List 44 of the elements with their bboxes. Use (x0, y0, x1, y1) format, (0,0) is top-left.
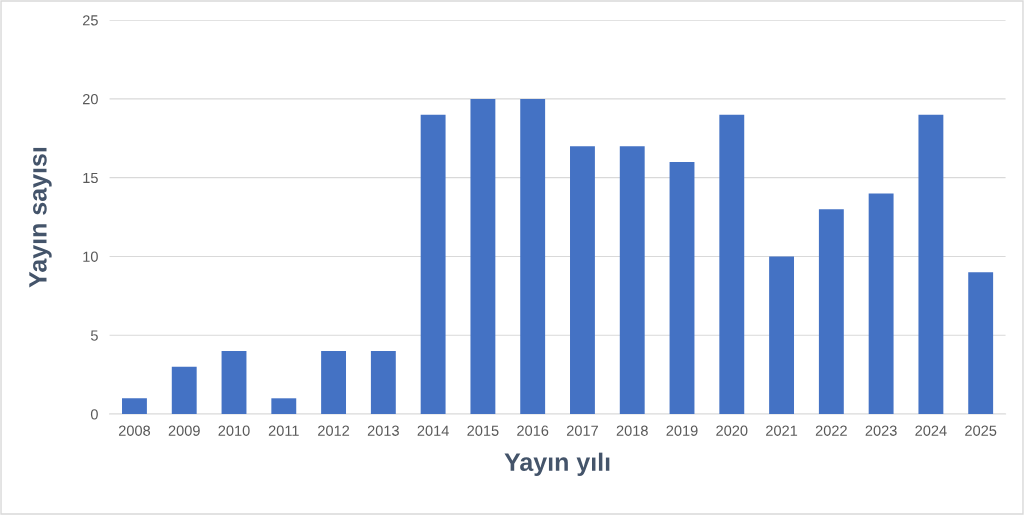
x-tick-label: 2015 (467, 425, 499, 436)
x-tick-label: 2020 (716, 425, 748, 436)
y-tick-label: 15 (83, 172, 98, 184)
x-tick-label: 2016 (517, 425, 549, 436)
x-tick-label: 2010 (218, 425, 250, 436)
x-tick-label: 2017 (566, 425, 598, 436)
bar (918, 114, 944, 415)
bar (669, 161, 695, 415)
x-tick-label: 2013 (367, 425, 399, 436)
x-tick-label: 2024 (915, 425, 947, 436)
x-tick-label: 2011 (268, 425, 299, 436)
x-axis-title: Yayın yılı (504, 452, 610, 476)
x-tick-label: 2008 (118, 425, 151, 436)
y-tick-label: 25 (82, 15, 98, 26)
y-tick-label: 0 (90, 409, 98, 420)
bar (271, 398, 297, 415)
bar (171, 366, 197, 415)
bar (968, 272, 994, 415)
bar (818, 209, 844, 415)
bar (221, 351, 247, 415)
bar (719, 114, 745, 415)
x-tick-label: 2023 (865, 425, 897, 436)
bar (122, 398, 147, 415)
x-tick-label: 2012 (318, 425, 350, 436)
x-tick-label: 2019 (666, 425, 698, 436)
x-tick-label: 2009 (168, 425, 200, 436)
x-tick-label: 2021 (766, 425, 798, 436)
y-tick-label: 10 (83, 251, 98, 262)
x-tick-label: 2014 (417, 425, 449, 436)
x-tick-label: 2022 (815, 425, 847, 436)
y-tick-label: 20 (82, 93, 98, 105)
y-tick-label: 5 (90, 330, 98, 341)
bar (769, 256, 795, 415)
bar (370, 351, 396, 415)
x-tick-label: 2018 (616, 425, 648, 436)
y-axis-title: Yayın sayısı (29, 147, 52, 288)
bar (470, 98, 496, 415)
bar (868, 193, 894, 415)
bar (321, 351, 347, 415)
bar (420, 114, 446, 415)
bar (619, 146, 645, 415)
bar (570, 146, 595, 415)
bar (520, 98, 546, 415)
x-tick-label: 2025 (965, 425, 997, 436)
